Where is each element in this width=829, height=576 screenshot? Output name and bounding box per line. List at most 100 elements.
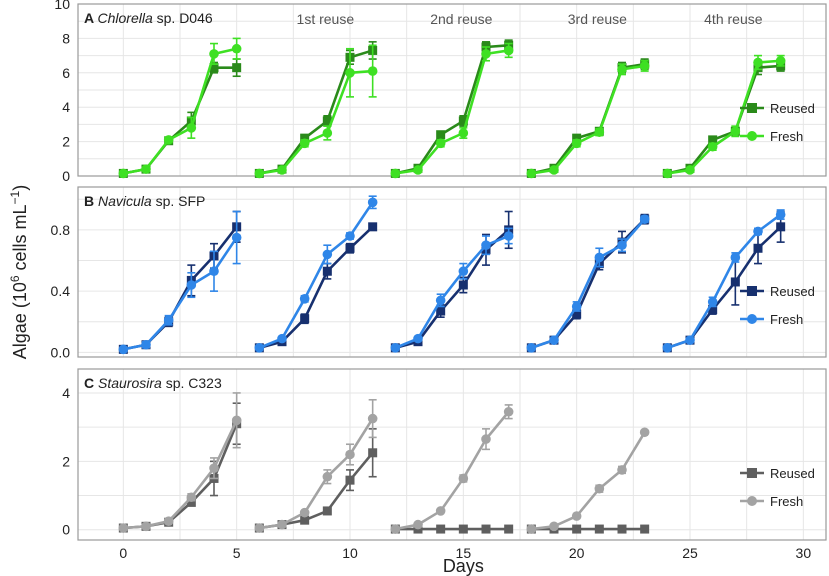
data-point — [367, 66, 378, 76]
y-axis-label-part: Algae (10 — [10, 282, 30, 359]
panel-species-suffix: sp. C323 — [162, 375, 222, 391]
data-point — [503, 45, 514, 56]
y-axis-label-exponent: −1 — [8, 190, 22, 204]
legend-label: Reused — [770, 101, 815, 116]
data-point — [435, 138, 446, 149]
data-point — [685, 165, 695, 175]
data-point — [685, 335, 695, 345]
panel-species-suffix: sp. D046 — [153, 10, 213, 26]
data-point — [730, 277, 740, 287]
legend-marker — [747, 286, 757, 296]
data-point — [254, 168, 265, 179]
data-point — [753, 226, 763, 237]
data-point — [481, 240, 491, 250]
data-point — [186, 497, 196, 507]
data-point — [322, 266, 332, 276]
panel-letter: A — [84, 10, 97, 26]
data-point — [254, 523, 265, 533]
y-tick-label: 0 — [62, 522, 70, 538]
legend-label: Fresh — [770, 494, 803, 509]
series-fresh — [118, 392, 650, 534]
data-point — [367, 413, 378, 424]
data-point — [549, 165, 559, 175]
data-point — [730, 252, 741, 263]
legend-marker — [747, 496, 757, 506]
data-point — [277, 165, 287, 175]
cycle-label: 4th reuse — [704, 11, 763, 27]
panel-b: 0.0 0.4 0.8 B Navicula sp. SFP Reused Fresh — [51, 186, 827, 360]
data-point — [141, 339, 151, 350]
data-point — [458, 524, 468, 534]
data-point — [299, 294, 310, 304]
data-point — [594, 483, 605, 494]
data-point — [413, 165, 423, 175]
data-point — [594, 127, 605, 137]
data-point — [639, 427, 650, 438]
data-point — [775, 55, 786, 66]
data-point — [639, 214, 650, 224]
data-point — [322, 471, 333, 482]
data-point — [503, 406, 514, 417]
data-point — [367, 197, 378, 208]
panel-species: Navicula — [98, 193, 152, 209]
panel-title: B Navicula sp. SFP — [84, 193, 205, 209]
y-axis-label-part: cells mL — [10, 204, 30, 275]
data-point — [481, 434, 491, 444]
data-point — [300, 515, 310, 525]
data-point — [390, 524, 401, 534]
y-tick-label: 0.8 — [51, 222, 71, 238]
data-point — [753, 57, 763, 68]
y-axis-label-part: ) — [10, 185, 30, 191]
x-tick-label: 5 — [233, 545, 241, 561]
data-point — [775, 209, 786, 220]
data-point — [209, 266, 219, 277]
data-point — [639, 61, 650, 71]
data-point — [572, 133, 582, 143]
panel-species-suffix: sp. SFP — [152, 193, 206, 209]
y-tick-label: 2 — [62, 453, 70, 469]
legend-marker — [747, 103, 757, 113]
data-point — [549, 521, 559, 532]
data-point — [776, 222, 786, 232]
data-point — [118, 168, 129, 179]
y-tick-label: 0.4 — [51, 283, 71, 299]
data-point — [322, 249, 333, 260]
series-fresh — [118, 37, 786, 179]
panel-letter: B — [84, 193, 98, 209]
data-point — [299, 138, 310, 149]
data-point — [322, 128, 333, 138]
data-point — [390, 343, 401, 353]
data-point — [458, 116, 468, 126]
data-point — [413, 519, 423, 530]
data-point — [458, 128, 469, 138]
data-point — [118, 344, 129, 355]
cycle-label: 3rd reuse — [568, 11, 627, 27]
data-point — [141, 521, 151, 532]
data-point — [662, 343, 673, 353]
data-point — [640, 524, 650, 534]
panel-border — [77, 3, 827, 177]
data-point — [163, 135, 174, 145]
x-tick-label: 15 — [456, 545, 472, 561]
x-tick-label: 20 — [569, 545, 585, 561]
data-point — [481, 49, 491, 59]
data-point — [436, 306, 446, 316]
data-point — [504, 524, 514, 534]
data-point — [435, 506, 446, 516]
y-tick-label: 0.0 — [51, 344, 71, 360]
data-point — [163, 516, 174, 526]
cycle-label: 2nd reuse — [430, 11, 492, 27]
data-point — [345, 68, 355, 78]
data-point — [322, 506, 332, 516]
data-point — [345, 449, 355, 460]
data-point — [345, 475, 355, 485]
data-point — [368, 222, 378, 232]
y-tick-label: 6 — [62, 65, 70, 81]
data-point — [594, 252, 605, 263]
data-point — [617, 240, 627, 250]
data-point — [163, 315, 174, 326]
data-point — [503, 231, 514, 241]
data-point — [368, 448, 378, 458]
panel-title: A Chlorella sp. D046 — [84, 10, 213, 26]
